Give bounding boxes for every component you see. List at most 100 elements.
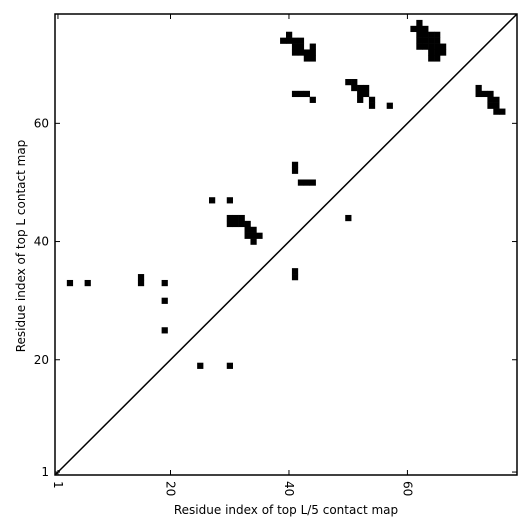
contact-cell [357, 96, 364, 103]
contact-cell [297, 37, 305, 44]
y-tick-label: 60 [34, 116, 49, 130]
contact-cell [493, 96, 500, 103]
contact-cell [351, 79, 358, 86]
contact-cell [303, 49, 310, 56]
contact-cell [137, 274, 145, 281]
contact-cell [416, 19, 423, 27]
contact-cell [422, 37, 429, 44]
contact-cell [434, 49, 441, 56]
contact-cell [487, 90, 494, 98]
contact-cell [250, 226, 257, 233]
contact-cell [250, 238, 257, 245]
contact-cell [434, 37, 441, 44]
contact-cell [357, 84, 364, 92]
contact-cell [428, 55, 435, 62]
x-tick-label: 60 [400, 481, 414, 496]
contact-cell [440, 49, 447, 56]
contact-cell [226, 197, 233, 204]
contact-cell [209, 197, 216, 204]
contact-cell [161, 297, 168, 304]
contact-cell [303, 90, 310, 98]
contact-cell [422, 31, 429, 38]
contact-cell [226, 214, 233, 222]
contact-cell [303, 55, 310, 62]
contact-cell [434, 43, 441, 50]
contact-cell [297, 90, 305, 98]
contact-cell [428, 49, 435, 56]
y-tick-label: 1 [41, 465, 49, 479]
contact-cell [363, 90, 370, 98]
contact-cell [244, 232, 251, 239]
contact-cell [84, 279, 91, 287]
contact-cell [309, 55, 316, 62]
contact-cell [428, 37, 435, 44]
contact-cell [226, 220, 233, 228]
y-tick-label: 40 [34, 235, 49, 249]
contact-cell [309, 43, 316, 50]
contact-cell [291, 37, 299, 44]
contact-cell [493, 102, 500, 109]
contact-cell [357, 90, 364, 98]
contact-cell [363, 84, 370, 92]
contact-cell [286, 31, 293, 38]
contact-cell [475, 84, 482, 92]
contact-cell [297, 49, 305, 56]
contact-cell [291, 161, 299, 168]
contact-cell [351, 84, 358, 92]
contact-cell [410, 25, 417, 33]
contact-cell [309, 96, 316, 103]
diagonal [54, 13, 518, 476]
contact-cell [238, 214, 245, 222]
contact-cell [422, 43, 429, 50]
contact-cell [303, 179, 310, 186]
contact-cell [291, 167, 299, 174]
contact-cell [291, 43, 299, 50]
contact-cell [499, 108, 506, 115]
contact-cell [291, 49, 299, 56]
contact-cell [368, 102, 376, 109]
contact-cell [256, 232, 263, 239]
contact-cell [345, 79, 352, 86]
contact-cell [297, 43, 305, 50]
contact-cell [416, 43, 423, 50]
contact-cell [297, 179, 305, 186]
contact-cell [309, 179, 316, 186]
contact-cell [137, 279, 145, 287]
contact-cell [345, 214, 352, 222]
contact-cell [440, 43, 447, 50]
contact-cell [428, 31, 435, 38]
contact-cell [161, 327, 168, 334]
contact-cell [250, 232, 257, 239]
contact-cell [232, 214, 239, 222]
contact-cell [416, 37, 423, 44]
x-tick-label: 40 [282, 481, 296, 496]
contact-cell [416, 31, 423, 38]
contact-cell [428, 43, 435, 50]
contact-cell [66, 279, 74, 287]
contact-cell [493, 108, 500, 115]
contact-cell [481, 90, 488, 98]
contact-cell [422, 25, 429, 33]
contact-cell [487, 96, 494, 103]
contact-cell [368, 96, 376, 103]
x-axis-label: Residue index of top L/5 contact map [174, 503, 398, 517]
contact-cell [238, 220, 245, 228]
y-tick-label: 20 [34, 353, 49, 367]
contact-cell [226, 362, 233, 369]
contact-cell [416, 25, 423, 33]
contact-cell [434, 55, 441, 62]
contact-cell [434, 31, 441, 38]
contact-cell [291, 274, 299, 281]
contact-cell [280, 37, 287, 44]
contact-cell [309, 49, 316, 56]
contact-cell [232, 220, 239, 228]
contact-cell [286, 37, 293, 44]
x-tick-label: 20 [164, 481, 178, 496]
y-axis-label: Residue index of top L contact map [14, 140, 28, 353]
contact-cell [244, 220, 251, 228]
contact-cell [291, 268, 299, 275]
contact-cell [161, 279, 168, 287]
contact-cell [386, 102, 393, 109]
contact-cell [197, 362, 204, 369]
